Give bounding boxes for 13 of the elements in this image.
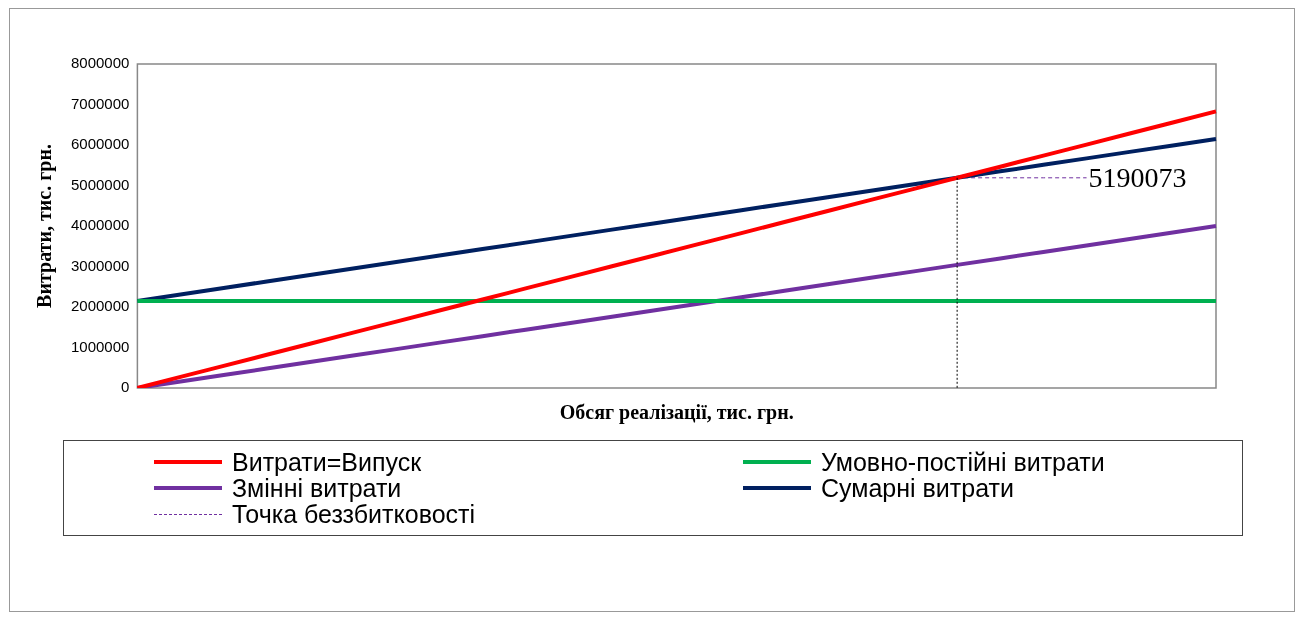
y-tick-label: 8000000 — [70, 54, 130, 72]
y-tick-label: 3000000 — [70, 256, 130, 274]
y-tick-label: 6000000 — [70, 135, 130, 153]
legend-label: Витрати=Випуск — [232, 447, 422, 477]
y-tick-label: 4000000 — [70, 216, 130, 234]
data-label: 5190073 — [1088, 162, 1187, 194]
x-axis-title: Обсяг реалізації, тис. грн. — [559, 401, 794, 425]
y-tick-label: 5000000 — [70, 175, 130, 193]
y-tick-label: 0 — [121, 378, 130, 396]
y-tick-label: 7000000 — [70, 94, 130, 112]
y-tick-label: 1000000 — [70, 337, 130, 355]
y-tick-label: 2000000 — [70, 297, 130, 315]
y-axis-title: Витрати, тис. грн. — [33, 144, 57, 308]
